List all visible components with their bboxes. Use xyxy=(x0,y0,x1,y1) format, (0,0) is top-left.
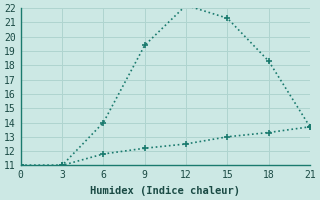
X-axis label: Humidex (Indice chaleur): Humidex (Indice chaleur) xyxy=(90,186,240,196)
